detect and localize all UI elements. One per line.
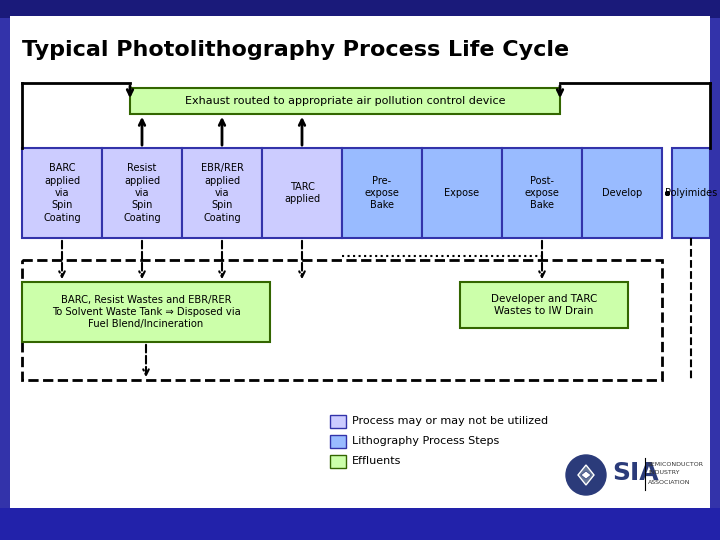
Bar — [102, 148, 182, 238]
Text: BARC, Resist Wastes and EBR/RER
To Solvent Waste Tank ⇒ Disposed via
Fuel Blend/: BARC, Resist Wastes and EBR/RER To Solve… — [52, 295, 240, 329]
Text: Post-
expose
Bake: Post- expose Bake — [525, 176, 559, 211]
Bar — [422, 148, 502, 238]
Text: INDUSTRY: INDUSTRY — [648, 470, 680, 476]
Text: Lithography Process Steps: Lithography Process Steps — [352, 436, 499, 447]
Bar — [0, 508, 720, 540]
Bar — [330, 455, 346, 468]
Bar — [330, 415, 346, 428]
Text: Typical Photolithography Process Life Cycle: Typical Photolithography Process Life Cy… — [22, 40, 569, 60]
Text: Resist
applied
via
Spin
Coating: Resist applied via Spin Coating — [123, 163, 161, 223]
Bar — [672, 148, 710, 238]
Text: Process may or may not be utilized: Process may or may not be utilized — [352, 416, 548, 427]
Circle shape — [566, 455, 606, 495]
Text: Exhaust routed to appropriate air pollution control device: Exhaust routed to appropriate air pollut… — [185, 96, 505, 106]
Bar — [342, 148, 422, 238]
Bar — [460, 282, 628, 328]
Bar — [22, 148, 102, 238]
Bar — [330, 435, 346, 448]
Bar — [582, 148, 662, 238]
Bar — [22, 260, 662, 380]
Text: Pre-
expose
Bake: Pre- expose Bake — [364, 176, 400, 211]
Text: SIA: SIA — [612, 461, 659, 485]
Bar — [22, 282, 270, 342]
Text: BARC
applied
via
Spin
Coating: BARC applied via Spin Coating — [43, 163, 81, 223]
Text: Developer and TARC
Wastes to IW Drain: Developer and TARC Wastes to IW Drain — [491, 294, 597, 316]
Text: Polyimides: Polyimides — [665, 188, 717, 198]
Text: TARC
applied: TARC applied — [284, 182, 320, 204]
Polygon shape — [581, 471, 591, 479]
Bar — [502, 148, 582, 238]
Text: SEMICONDUCTOR: SEMICONDUCTOR — [648, 462, 704, 467]
Bar — [262, 148, 342, 238]
Bar — [182, 148, 262, 238]
Text: Effluents: Effluents — [352, 456, 401, 467]
Text: EBR/RER
applied
via
Spin
Coating: EBR/RER applied via Spin Coating — [201, 163, 243, 223]
Bar — [0, 0, 720, 18]
Text: Develop: Develop — [602, 188, 642, 198]
Text: Expose: Expose — [444, 188, 480, 198]
Bar — [130, 88, 560, 114]
Polygon shape — [578, 465, 594, 485]
Text: ASSOCIATION: ASSOCIATION — [648, 480, 690, 484]
